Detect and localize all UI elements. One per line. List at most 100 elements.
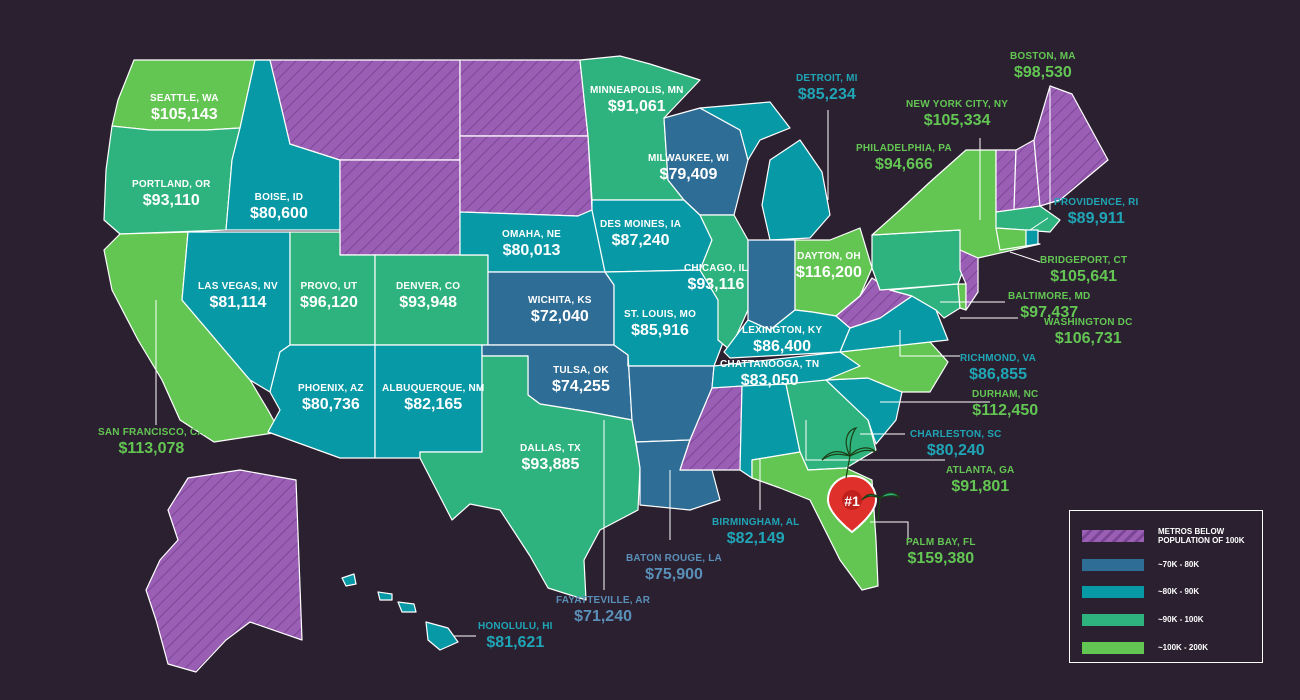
city-name: SAN FRANCISCO, CA [98, 427, 205, 438]
metro-charleston: CHARLESTON, SC $80,240 [910, 430, 1002, 459]
city-name: MILWAUKEE, WI [648, 153, 729, 164]
state-north-dakota [459, 59, 589, 137]
pin-label: #1 [844, 493, 860, 509]
salary-value: $105,641 [1050, 268, 1117, 285]
metro-chattanooga: CHATTANOOGA, TN $83,050 [720, 360, 819, 389]
city-name: BRIDGEPORT, CT [1040, 255, 1128, 266]
legend-label: ~80K - 90K [1158, 587, 1200, 597]
salary-value: $112,450 [972, 402, 1039, 419]
state-texas [419, 355, 641, 601]
city-name: MINNEAPOLIS, MN [590, 85, 684, 96]
metro-dallas: DALLAS, TX $93,885 [520, 444, 581, 473]
salary-value: $81,114 [209, 294, 267, 311]
legend-item-70-80: ~70K - 80K [1082, 559, 1199, 571]
salary-value: $105,334 [923, 112, 991, 129]
city-name: LAS VEGAS, NV [198, 281, 278, 292]
metro-palm-bay: PALM BAY, FL $159,380 [906, 538, 976, 567]
state-pennsylvania [871, 229, 967, 291]
metro-durham: DURHAM, NC $112,450 [972, 390, 1038, 419]
salary-value: $89,911 [1067, 210, 1125, 227]
legend-label: ~90K - 100K [1158, 615, 1204, 625]
legend-item-100-200: ~100K - 200K [1082, 642, 1208, 654]
salary-value: $80,600 [250, 205, 308, 222]
legend-label: ~70K - 80K [1158, 560, 1200, 570]
city-name: PROVIDENCE, RI [1054, 197, 1139, 208]
metro-baltimore: BALTIMORE, MD $97,437 [1008, 292, 1090, 321]
salary-value: $106,731 [1054, 330, 1122, 347]
city-name: BOSTON, MA [1010, 51, 1076, 62]
salary-value: $82,149 [726, 530, 785, 547]
metro-albuquerque: ALBUQUERQUE, NM $82,165 [382, 384, 484, 413]
metro-las-vegas: LAS VEGAS, NV $81,114 [198, 282, 278, 311]
metro-san-francisco: SAN FRANCISCO, CA $113,078 [98, 428, 205, 457]
city-name: WICHITA, KS [528, 295, 592, 306]
city-name: DENVER, CO [396, 281, 461, 292]
legend-item-90-100: ~90K - 100K [1082, 614, 1204, 626]
state-hawaii-1 [341, 573, 357, 587]
city-name: BIRMINGHAM, AL [712, 517, 800, 528]
city-name: ATLANTA, GA [946, 465, 1015, 476]
salary-value: $75,900 [645, 566, 703, 583]
metro-lexington: LEXINGTON, KY $86,400 [742, 326, 822, 355]
metro-phoenix: PHOENIX, AZ $80,736 [298, 384, 364, 413]
salary-value: $113,078 [118, 440, 185, 457]
legend-swatch [1082, 642, 1144, 654]
salary-value: $91,061 [607, 98, 666, 115]
salary-value: $80,240 [926, 442, 985, 459]
salary-value: $85,234 [797, 86, 856, 103]
metro-philadelphia: PHILADELPHIA, PA $94,666 [856, 144, 952, 173]
state-hawaii-3 [397, 601, 417, 613]
palm-tree-icon [821, 427, 901, 521]
metro-des-moines: DES MOINES, IA $87,240 [600, 220, 681, 249]
metro-providence: PROVIDENCE, RI $89,911 [1054, 198, 1138, 227]
city-name: PROVO, UT [300, 281, 358, 292]
leader-lines [155, 88, 1051, 637]
salary-value: $74,255 [552, 378, 610, 395]
city-name: TULSA, OK [553, 365, 609, 376]
legend-item-below-100k: METROS BELOW POPULATION OF 100K [1082, 527, 1248, 545]
state-alaska [145, 469, 303, 673]
legend-label: ~100K - 200K [1158, 643, 1209, 653]
metro-detroit: DETROIT, MI $85,234 [796, 74, 858, 103]
city-name: CHATTANOOGA, TN [720, 359, 820, 370]
metro-washington-dc: WASHINGTON DC $106,731 [1044, 318, 1133, 347]
city-name: DALLAS, TX [520, 443, 581, 454]
metro-honolulu: HONOLULU, HI $81,621 [478, 622, 553, 651]
city-name: NEW YORK CITY, NY [906, 99, 1009, 110]
city-name: PORTLAND, OR [132, 179, 211, 190]
state-hawaii-2 [377, 591, 393, 601]
state-illinois [699, 214, 749, 351]
salary-value: $82,165 [404, 396, 463, 413]
salary-value: $72,040 [530, 308, 589, 325]
salary-value: $83,050 [740, 372, 799, 389]
salary-value: $116,200 [796, 264, 862, 281]
city-name: BOISE, ID [254, 192, 304, 203]
city-name: DETROIT, MI [796, 73, 858, 84]
city-name: OMAHA, NE [502, 229, 562, 240]
metro-st-louis: ST. LOUIS, MO $85,916 [624, 310, 696, 339]
state-vermont [995, 149, 1017, 213]
salary-value: $93,110 [142, 192, 200, 209]
metro-seattle: SEATTLE, WA $105,143 [150, 94, 219, 123]
salary-value: $91,801 [951, 478, 1010, 495]
city-name: BALTIMORE, MD [1008, 291, 1091, 302]
legend-item-80-90: ~80K - 90K [1082, 586, 1199, 598]
state-north-carolina [825, 341, 949, 393]
city-name: DES MOINES, IA [600, 219, 682, 230]
city-name: FAYATTEVILLE, AR [556, 595, 651, 606]
salary-value: $93,116 [687, 276, 745, 293]
city-name: CHICAGO, IL [684, 263, 748, 274]
salary-value: $94,666 [874, 156, 933, 173]
salary-value: $80,736 [301, 396, 360, 413]
salary-value: $93,948 [399, 294, 458, 311]
city-name: HONOLULU, HI [478, 621, 553, 632]
legend-swatch [1082, 586, 1144, 598]
map-pin[interactable]: #1 [826, 474, 878, 534]
metro-birmingham: BIRMINGHAM, AL $82,149 [712, 518, 799, 547]
metro-richmond: RICHMOND, VA $86,855 [960, 354, 1036, 383]
metro-omaha: OMAHA, NE $80,013 [502, 230, 561, 259]
city-name: LEXINGTON, KY [742, 325, 823, 336]
city-name: PHOENIX, AZ [298, 383, 364, 394]
city-name: RICHMOND, VA [960, 353, 1037, 364]
